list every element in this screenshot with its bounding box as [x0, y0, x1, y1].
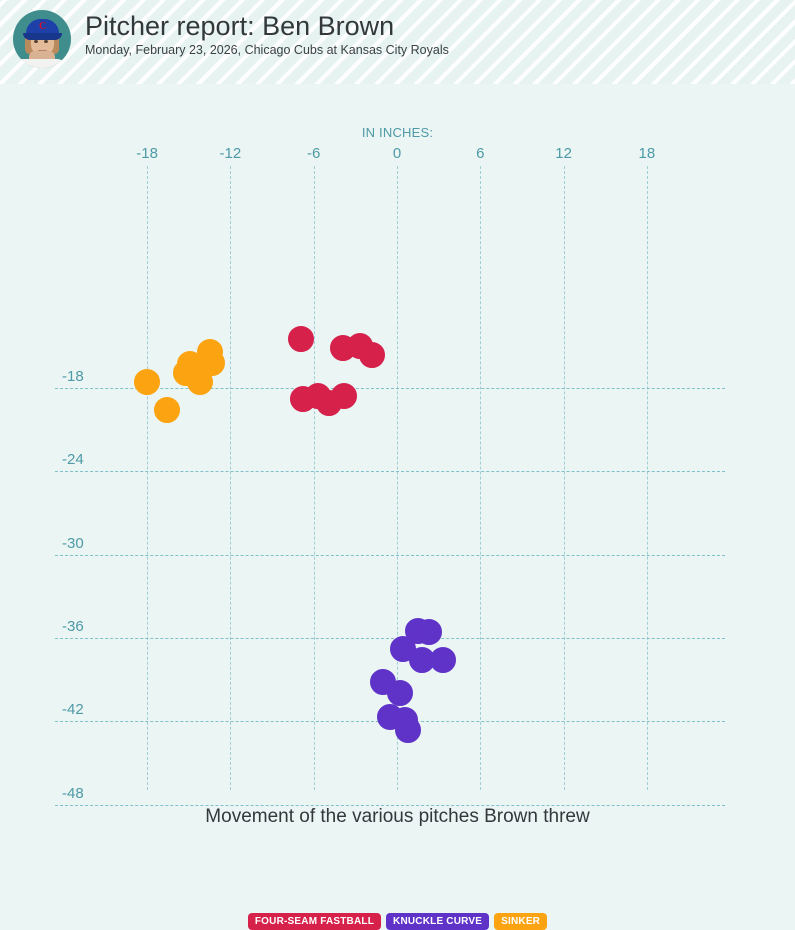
- data-point[interactable]: [331, 383, 358, 410]
- legend-item[interactable]: KNUCKLE CURVE: [386, 913, 490, 930]
- y-axis-tick-label: -48: [62, 784, 84, 802]
- chart-container: IN INCHES: -18 -12 -6 0 6 12 18 -18 -24 -30 -36 -42…: [0, 84, 795, 930]
- y-axis-tick-label: -36: [62, 617, 84, 635]
- gridline-vertical: [397, 166, 398, 790]
- avatar-hair-left: [25, 32, 34, 54]
- chart-legend: FOUR-SEAM FASTBALL KNUCKLE CURVE SINKER: [0, 913, 795, 930]
- chart-caption: Movement of the various pitches Brown th…: [205, 806, 590, 827]
- avatar-jersey: [17, 59, 67, 68]
- data-point[interactable]: [429, 647, 456, 674]
- gridline-vertical: [230, 166, 232, 790]
- x-axis-tick-label: -6: [307, 145, 321, 162]
- legend-item[interactable]: FOUR-SEAM FASTBALL: [247, 913, 382, 930]
- header-text-block: Pitcher report: Ben Brown Monday, Februa…: [85, 9, 449, 57]
- gridline-vertical: [313, 166, 315, 790]
- x-axis-tick-label: 18: [638, 145, 656, 162]
- x-axis-tick-label: 6: [476, 145, 485, 162]
- gridline-horizontal: [55, 637, 725, 639]
- data-point[interactable]: [199, 350, 226, 376]
- page-subtitle: Monday, February 23, 2026, Chicago Cubs …: [85, 43, 449, 57]
- cubs-logo-icon: C: [39, 21, 47, 32]
- x-axis-title: IN INCHES:: [361, 125, 434, 140]
- avatar-hair-right: [50, 32, 59, 54]
- y-axis-tick-label: -30: [62, 534, 84, 552]
- player-avatar: C: [13, 10, 71, 68]
- x-axis-tick-label: 12: [555, 145, 572, 162]
- legend-item[interactable]: SINKER: [494, 913, 548, 930]
- avatar-eye-left: [34, 40, 38, 43]
- y-axis-tick-label: -42: [62, 701, 84, 719]
- page-title: Pitcher report: Ben Brown: [85, 11, 395, 41]
- gridline-vertical: [563, 166, 565, 790]
- page-header: C Pitcher report: Ben Brown Monday, Febr…: [0, 0, 795, 84]
- x-axis-tick-label: -18: [136, 145, 158, 162]
- gridline-vertical: [147, 166, 149, 790]
- data-point[interactable]: [386, 680, 413, 707]
- scatter-plot: IN INCHES: -18 -12 -6 0 6 12 18 -18 -24 -30 -36 -42…: [0, 84, 795, 852]
- gridline-horizontal: [55, 388, 725, 389]
- data-point[interactable]: [395, 716, 422, 743]
- x-axis-tick-label: 0: [392, 145, 402, 162]
- data-point[interactable]: [359, 341, 385, 368]
- gridline-horizontal: [55, 471, 725, 473]
- data-point[interactable]: [288, 326, 315, 353]
- avatar-cap: [26, 19, 59, 36]
- gridline-vertical: [646, 166, 648, 790]
- gridline-horizontal: [55, 554, 725, 556]
- data-point[interactable]: [134, 369, 161, 396]
- data-point[interactable]: [153, 397, 180, 424]
- y-axis-tick-label: -18: [62, 368, 84, 385]
- avatar-cap-brim: [23, 33, 62, 40]
- gridline-horizontal: [55, 804, 725, 806]
- y-axis-tick-label: -24: [62, 451, 84, 469]
- gridline-vertical: [480, 166, 482, 790]
- avatar-eye-right: [44, 40, 48, 43]
- x-axis-tick-label: -12: [219, 145, 242, 162]
- data-point[interactable]: [415, 619, 442, 646]
